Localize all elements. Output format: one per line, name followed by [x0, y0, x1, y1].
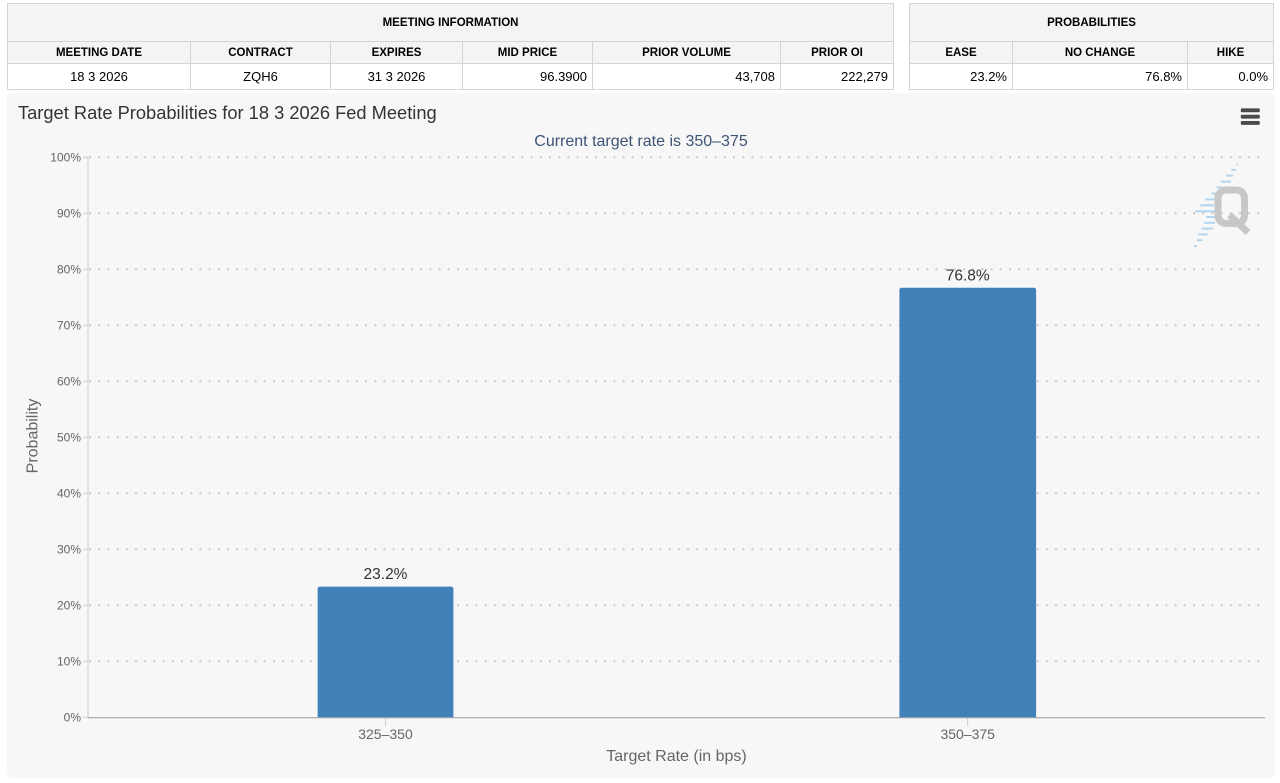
svg-text:Current target rate is 350–375: Current target rate is 350–375 [534, 133, 748, 150]
svg-text:80%: 80% [57, 263, 81, 277]
svg-text:Target Rate (in bps): Target Rate (in bps) [606, 748, 747, 765]
svg-text:23.2%: 23.2% [364, 566, 408, 583]
svg-text:10%: 10% [57, 655, 81, 669]
svg-text:0%: 0% [64, 711, 82, 725]
svg-text:350–375: 350–375 [940, 726, 995, 742]
svg-text:100%: 100% [50, 151, 81, 165]
svg-text:90%: 90% [57, 207, 81, 221]
svg-text:Probability: Probability [25, 399, 42, 474]
svg-text:50%: 50% [57, 431, 81, 445]
svg-text:20%: 20% [57, 599, 81, 613]
svg-text:Target Rate Probabilities for: Target Rate Probabilities for 18 3 2026 … [18, 102, 437, 123]
svg-text:70%: 70% [57, 319, 81, 333]
svg-text:40%: 40% [57, 487, 81, 501]
svg-text:60%: 60% [57, 375, 81, 389]
svg-text:325–350: 325–350 [358, 726, 413, 742]
svg-text:30%: 30% [57, 543, 81, 557]
svg-text:76.8%: 76.8% [946, 268, 990, 285]
